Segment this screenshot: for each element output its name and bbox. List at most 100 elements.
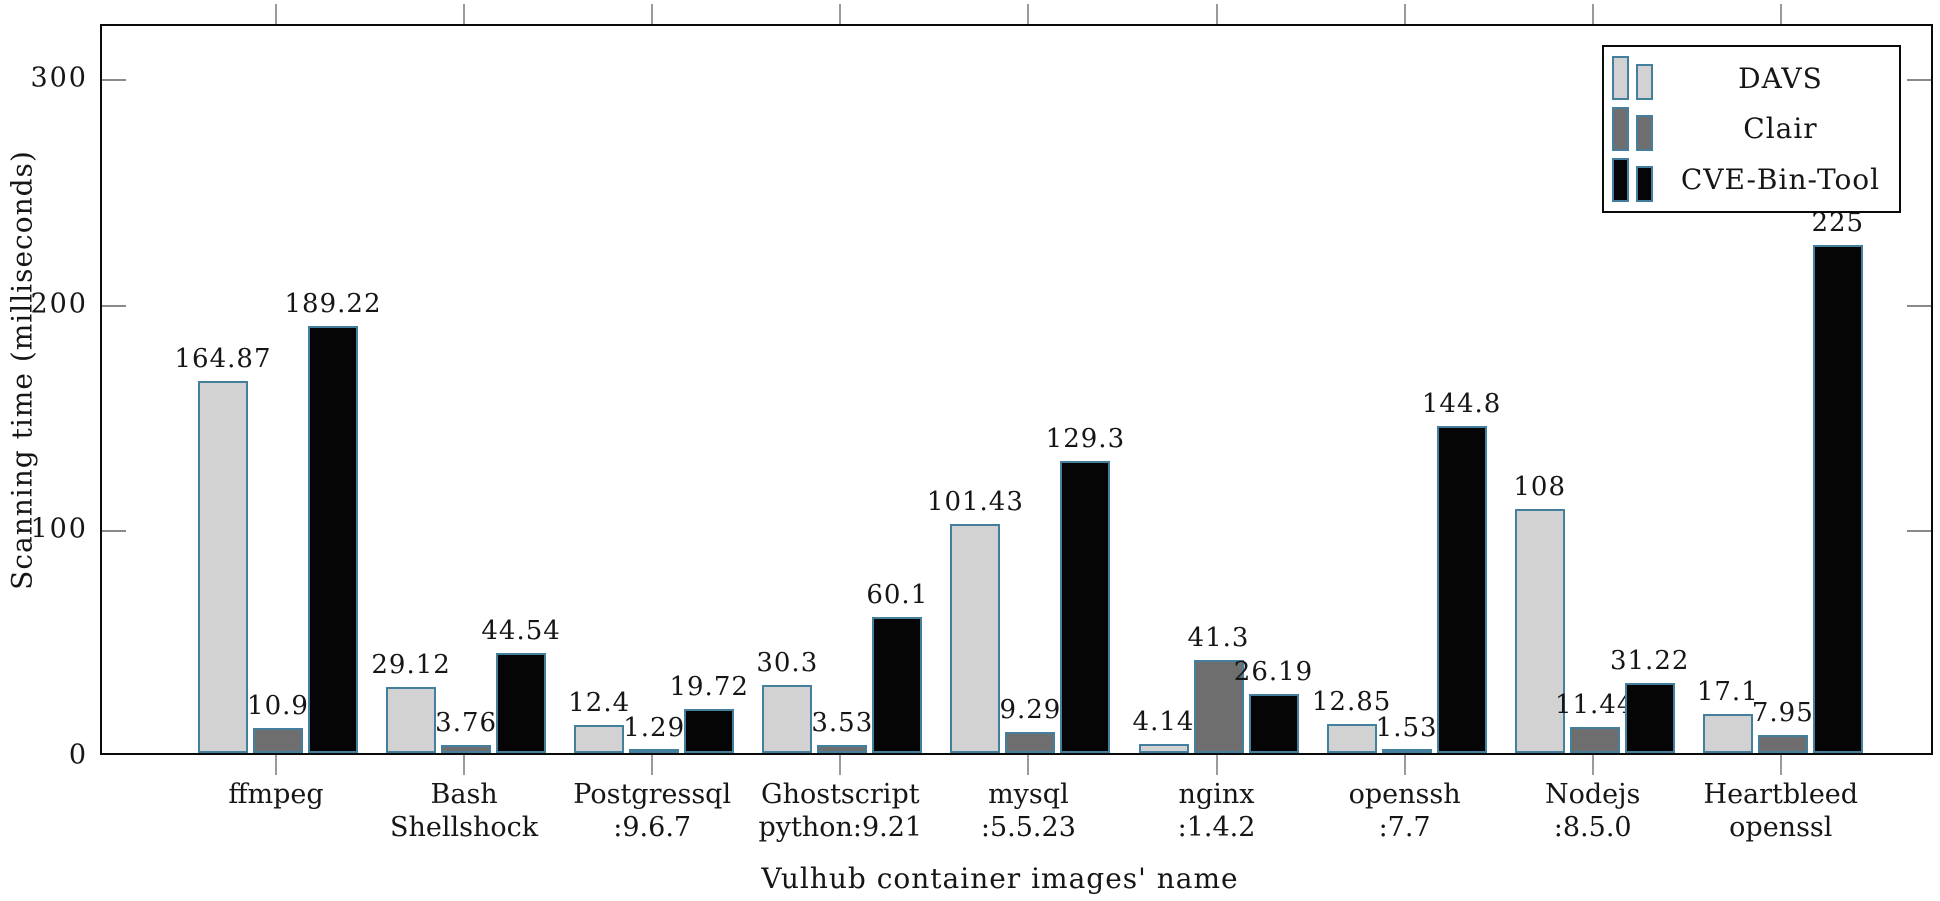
bar-clair-1 (441, 744, 492, 753)
bar-clair-6 (1381, 749, 1432, 753)
bar-value-label: 26.19 (1233, 656, 1314, 687)
bar-value-label: 164.87 (174, 344, 272, 375)
legend-label: DAVS (1738, 61, 1823, 95)
x-tick-mark-top (1403, 4, 1406, 24)
legend-bar-marker-icon (1612, 106, 1670, 151)
x-tick-mark-top (651, 4, 654, 24)
x-tick-mark-bottom (1215, 755, 1218, 775)
legend-bar-marker-icon (1612, 157, 1670, 202)
x-tick-mark-bottom (1591, 755, 1594, 775)
bar-clair-2 (629, 749, 680, 753)
x-tick-mark-bottom (1403, 755, 1406, 775)
bar-value-label: 9.29 (999, 695, 1062, 726)
y-tick-mark (102, 79, 126, 82)
bar-clair-0 (253, 728, 303, 753)
x-tick-mark-top (1779, 4, 1782, 24)
x-category-label: ffmpeg (228, 779, 324, 810)
y-tick-label: 0 (68, 739, 88, 771)
legend-item-clair: Clair (1612, 105, 1891, 153)
legend-label: CVE-Bin-Tool (1680, 163, 1881, 197)
x-category-label: Heartbleed openssl (1703, 779, 1859, 843)
y-tick-mark (102, 530, 126, 533)
bar-value-label: 144.8 (1421, 389, 1502, 420)
bar-value-label: 12.85 (1311, 687, 1392, 718)
bar-davs-7 (1514, 509, 1565, 753)
y-tick-mark (1907, 530, 1931, 533)
legend-item-cve-bin-tool: CVE-Bin-Tool (1612, 156, 1891, 204)
x-category-label: Ghostscript python:9.21 (758, 779, 923, 843)
x-category-label: openssh:7.7 (1348, 779, 1461, 843)
bar-cve-bin-tool-7 (1624, 682, 1675, 753)
y-tick-label: 100 (30, 513, 88, 545)
x-tick-mark-top (1027, 4, 1030, 24)
bar-value-label: 29.12 (371, 650, 451, 681)
bar-value-label: 3.76 (435, 707, 498, 738)
bar-davs-5 (1138, 743, 1189, 753)
bar-davs-4 (950, 524, 1001, 753)
bar-value-label: 3.53 (811, 708, 874, 739)
bar-clair-8 (1757, 735, 1808, 753)
bar-value-label: 41.3 (1187, 622, 1250, 653)
bar-davs-2 (574, 725, 625, 753)
y-tick-label: 300 (30, 62, 88, 94)
bar-cve-bin-tool-5 (1248, 693, 1299, 753)
bar-value-label: 10.9 (247, 691, 309, 722)
legend-label: Clair (1743, 112, 1818, 146)
legend: DAVS Clair CVE-Bin-Tool (1602, 45, 1901, 213)
bar-value-label: 11.44 (1554, 690, 1635, 721)
y-tick-mark (1907, 304, 1931, 307)
bar-value-label: 1.53 (1375, 712, 1438, 743)
x-category-label: Bash Shellshock (390, 779, 539, 843)
x-tick-mark-top (839, 4, 842, 24)
y-tick-mark (1907, 79, 1931, 82)
y-tick-label: 200 (30, 288, 88, 320)
x-tick-mark-top (1215, 4, 1218, 24)
bar-clair-4 (1005, 732, 1056, 753)
x-category-label: Postgressql:9.6.7 (573, 779, 732, 843)
x-tick-mark-top (275, 4, 277, 24)
bar-cve-bin-tool-3 (872, 617, 923, 753)
bar-cve-bin-tool-6 (1436, 426, 1487, 753)
x-tick-mark-bottom (839, 755, 842, 775)
x-category-label: Nodejs:8.5.0 (1545, 779, 1641, 843)
bar-cve-bin-tool-8 (1812, 245, 1863, 753)
x-tick-mark-bottom (1027, 755, 1030, 775)
bar-cve-bin-tool-1 (496, 652, 547, 753)
bar-clair-5 (1193, 659, 1244, 753)
x-tick-mark-bottom (1779, 755, 1782, 775)
bar-value-label: 1.29 (623, 713, 686, 743)
bar-davs-1 (386, 687, 437, 753)
bar-value-label: 17.1 (1696, 677, 1759, 708)
x-axis-title: Vulhub container images' name (761, 862, 1239, 895)
bar-cve-bin-tool-4 (1060, 461, 1111, 753)
bar-value-label: 4.14 (1132, 706, 1195, 737)
x-tick-mark-bottom (275, 755, 277, 775)
bar-value-label: 7.95 (1751, 698, 1814, 729)
x-tick-mark-bottom (463, 755, 466, 775)
bar-value-label: 101.43 (926, 487, 1024, 518)
bar-value-label: 60.1 (866, 580, 929, 611)
bar-value-label: 189.22 (284, 289, 382, 320)
legend-bar-marker-icon (1612, 56, 1670, 101)
bar-value-label: 30.3 (756, 647, 819, 678)
bar-clair-7 (1569, 727, 1620, 753)
bar-davs-3 (762, 684, 813, 753)
bar-value-label: 31.22 (1609, 645, 1690, 676)
bar-value-label: 108 (1513, 472, 1567, 503)
bar-value-label: 129.3 (1045, 424, 1126, 455)
bar-cve-bin-tool-2 (684, 708, 735, 753)
bar-clair-3 (817, 745, 868, 753)
x-tick-mark-top (463, 4, 466, 24)
bar-value-label: 44.54 (481, 615, 561, 646)
bar-davs-6 (1326, 724, 1377, 753)
bar-value-label: 12.4 (568, 688, 631, 719)
bar-davs-0 (198, 381, 248, 753)
y-tick-mark (102, 304, 126, 307)
x-category-label: mysql:5.5.23 (980, 779, 1076, 843)
x-category-label: nginx:1.4.2 (1177, 779, 1256, 843)
bar-value-label: 225 (1811, 208, 1865, 239)
bar-cve-bin-tool-0 (308, 326, 358, 753)
legend-item-davs: DAVS (1612, 54, 1891, 102)
x-tick-mark-top (1591, 4, 1594, 24)
